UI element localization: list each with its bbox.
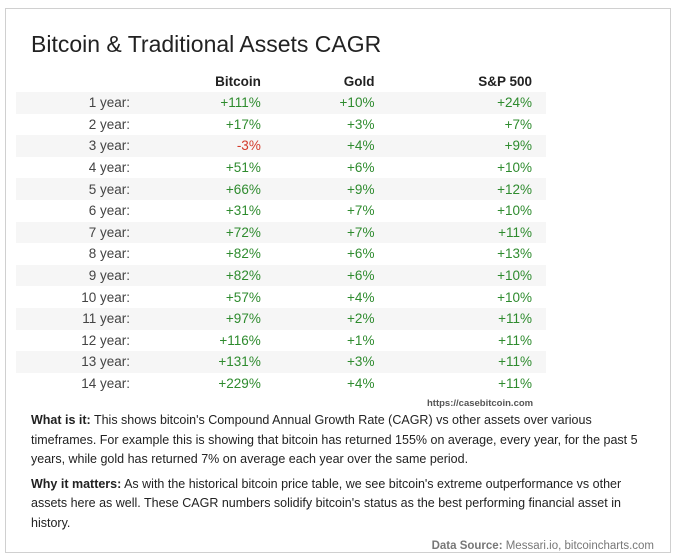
table-row: 12 year: +116% +1% +11% xyxy=(16,330,546,352)
row-label: 13 year: xyxy=(16,351,136,373)
why-it-matters-paragraph: Why it matters: As with the historical b… xyxy=(31,475,656,534)
sp500-value: +12% xyxy=(388,178,546,200)
source-label: Data Source: xyxy=(431,540,503,552)
row-label: 6 year: xyxy=(88,203,130,219)
table-row: 8 year: +82% +6% +13% xyxy=(16,243,546,265)
row-label: 1 year: xyxy=(16,92,136,114)
gold-value: +4% xyxy=(347,376,375,392)
gold-value: +9% xyxy=(274,178,389,200)
sp500-value: +10% xyxy=(388,264,546,287)
bitcoin-value: +72% xyxy=(136,221,275,244)
gold-value: +4% xyxy=(274,135,389,157)
gold-value: +7% xyxy=(347,203,375,219)
table-row: 14 year: +229% +4% +11% xyxy=(16,373,546,395)
bitcoin-value: +131% xyxy=(136,351,275,373)
gold-value: +7% xyxy=(274,221,389,244)
row-label: 3 year: xyxy=(16,135,136,157)
bitcoin-value: +229% xyxy=(218,376,261,392)
row-label: 9 year: xyxy=(16,264,136,287)
row-label: 2 year: xyxy=(88,116,130,132)
bitcoin-value: +17% xyxy=(225,116,261,132)
header-gold: Gold xyxy=(274,70,389,92)
table-row: 9 year: +82% +6% +10% xyxy=(16,264,546,287)
sp500-value: +10% xyxy=(497,203,532,219)
bitcoin-value: +57% xyxy=(225,289,261,305)
row-label: 8 year: xyxy=(88,246,130,262)
sp500-value: +9% xyxy=(388,135,546,157)
table-body: 1 year: +111% +10% +24% 2 year: +17% +3% +7% 3 y… xyxy=(16,92,546,394)
what-is-it-paragraph: What is it: This shows bitcoin's Compoun… xyxy=(31,411,656,470)
gold-value: +4% xyxy=(347,289,375,305)
sp500-value: +13% xyxy=(497,246,532,262)
row-label: 10 year: xyxy=(81,289,130,305)
gold-value: +2% xyxy=(274,307,389,330)
sp500-value: +11% xyxy=(388,351,546,373)
bitcoin-value: +116% xyxy=(219,332,261,348)
sp500-value: +7% xyxy=(504,116,532,132)
sp500-value: +11% xyxy=(388,221,546,244)
row-label: 11 year: xyxy=(16,307,136,330)
table-row: 11 year: +97% +2% +11% xyxy=(16,307,546,330)
what-text: This shows bitcoin's Compound Annual Gro… xyxy=(31,413,638,466)
bitcoin-value: +111% xyxy=(136,92,275,114)
row-label: 7 year: xyxy=(16,221,136,244)
table-row: 3 year: -3% +4% +9% xyxy=(16,135,546,157)
sp500-value: +11% xyxy=(388,307,546,330)
table-row: 6 year: +31% +7% +10% xyxy=(16,200,546,222)
gold-value: +6% xyxy=(347,246,375,262)
watermark: https://casebitcoin.com xyxy=(427,398,534,409)
gold-value: +6% xyxy=(274,264,389,287)
sp500-value: +11% xyxy=(498,376,532,392)
table-row: 7 year: +72% +7% +11% xyxy=(16,221,546,244)
gold-value: +6% xyxy=(347,160,375,176)
header-label xyxy=(16,70,136,92)
row-label: 12 year: xyxy=(81,332,130,348)
table-row: 13 year: +131% +3% +11% xyxy=(16,351,546,373)
description: What is it: This shows bitcoin's Compoun… xyxy=(31,411,656,538)
table-row: 1 year: +111% +10% +24% xyxy=(16,92,546,114)
bitcoin-value: +97% xyxy=(136,307,275,330)
source-text: Messari.io, bitcoincharts.com xyxy=(502,540,654,552)
table-row: 4 year: +51% +6% +10% xyxy=(16,157,546,179)
why-label: Why it matters: xyxy=(31,476,122,491)
sp500-value: +10% xyxy=(497,160,532,176)
sp500-value: +24% xyxy=(388,92,546,114)
header-bitcoin: Bitcoin xyxy=(136,70,275,92)
bitcoin-value: +51% xyxy=(225,160,261,176)
chart-card: Bitcoin & Traditional Assets CAGR Bitcoi… xyxy=(5,8,671,553)
sp500-value: +11% xyxy=(498,332,532,348)
chart-title: Bitcoin & Traditional Assets CAGR xyxy=(31,31,382,57)
bitcoin-value: +82% xyxy=(225,246,261,262)
row-label: 5 year: xyxy=(16,178,136,200)
bitcoin-value: +31% xyxy=(225,203,261,219)
why-text: As with the historical bitcoin price tab… xyxy=(31,476,622,530)
gold-value: +1% xyxy=(347,332,375,348)
row-label: 4 year: xyxy=(88,160,130,176)
data-source: Data Source: Messari.io, bitcoincharts.c… xyxy=(432,540,654,552)
table-row: 10 year: +57% +4% +10% xyxy=(16,286,546,308)
header-sp500: S&P 500 xyxy=(388,70,546,92)
cagr-table: Bitcoin Gold S&P 500 1 year: +111% +10% +24… xyxy=(16,70,546,394)
table-header-row: Bitcoin Gold S&P 500 xyxy=(16,70,546,92)
bitcoin-value: +82% xyxy=(136,264,275,287)
table-row: 2 year: +17% +3% +7% xyxy=(16,114,546,136)
row-label: 14 year: xyxy=(81,376,130,392)
gold-value: +3% xyxy=(274,351,389,373)
sp500-value: +10% xyxy=(497,289,532,305)
table-row: 5 year: +66% +9% +12% xyxy=(16,178,546,200)
gold-value: +3% xyxy=(347,116,375,132)
bitcoin-value: -3% xyxy=(136,135,275,157)
bitcoin-value: +66% xyxy=(136,178,275,200)
gold-value: +10% xyxy=(274,92,389,114)
what-label: What is it: xyxy=(31,413,91,427)
